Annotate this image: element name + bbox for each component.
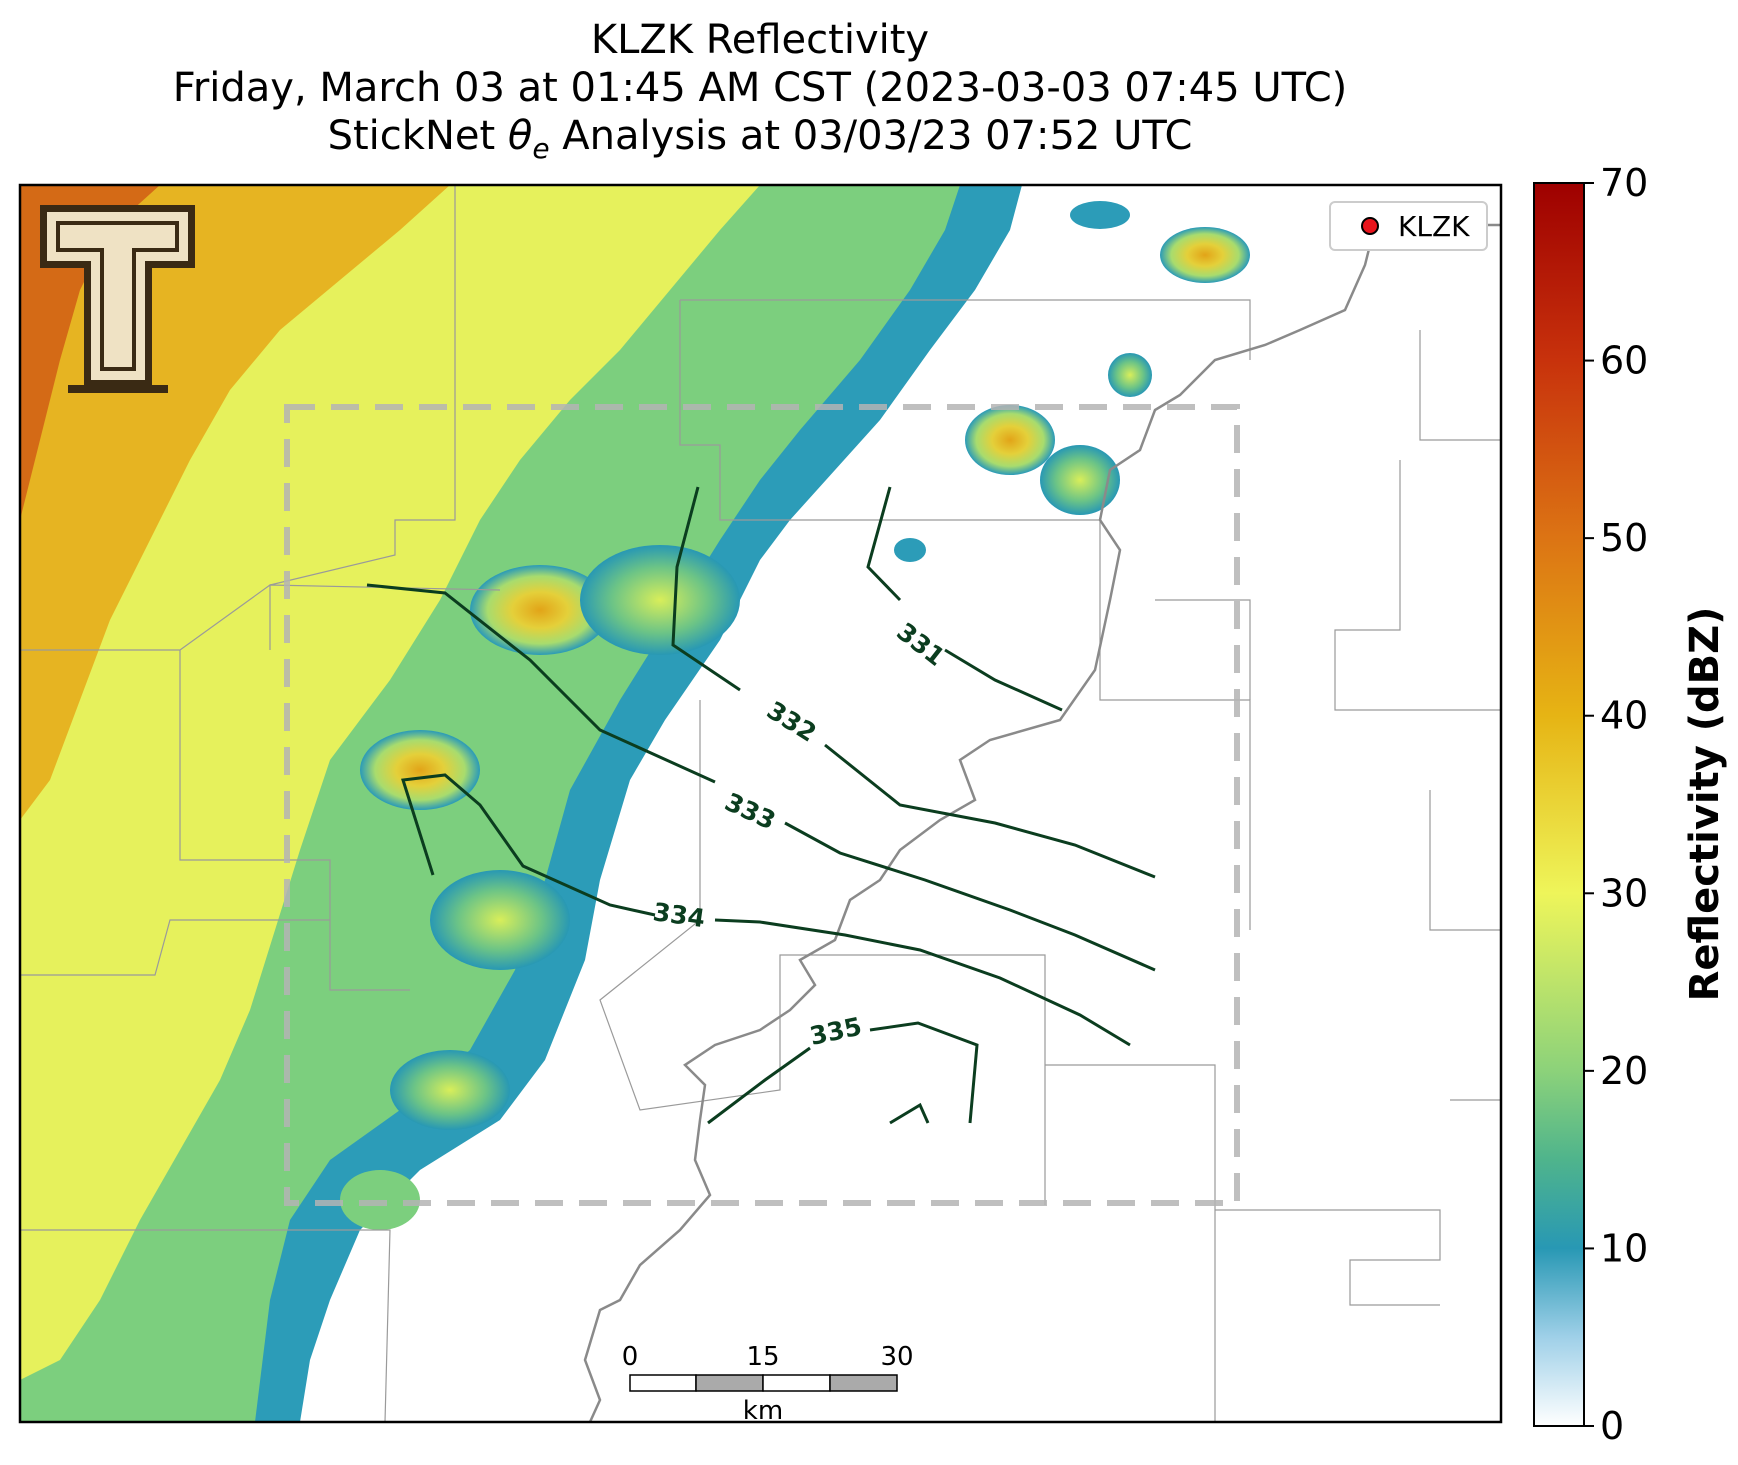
echo-cell [470, 565, 610, 655]
echo-core-red [20, 185, 160, 520]
echo-cell [360, 730, 480, 810]
colorbar-tick-label: 60 [1600, 339, 1648, 383]
colorbar-tick-label: 70 [1600, 161, 1648, 205]
map-subtitle-analysis: StickNet θe Analysis at 03/03/23 07:52 U… [0, 112, 1520, 173]
county-line [1155, 599, 1251, 700]
colorbar-tick-label: 30 [1600, 871, 1648, 915]
legend: KLZK [1329, 201, 1488, 251]
legend-box [1329, 201, 1488, 251]
echo-cell [894, 538, 926, 562]
colorbar-tick-label: 10 [1600, 1226, 1648, 1270]
scale-segment-4 [829, 1374, 898, 1392]
contour-fragment [889, 1102, 930, 1125]
radar-marker-icon [1361, 217, 1379, 235]
texas-tech-double-t-logo: T [40, 205, 195, 393]
colorbar: 0 10 20 30 40 50 60 70 Reflectivity (dBZ) [1533, 161, 1728, 1448]
echo-cell [1108, 353, 1152, 397]
contour-335 [707, 1021, 979, 1125]
logo-fill [47, 212, 188, 380]
echo-cell [1160, 227, 1250, 283]
colorbar-label: Reflectivity (dBZ) [1682, 607, 1728, 1002]
echo-cell [390, 1050, 510, 1130]
county-line [599, 700, 1046, 1205]
scale-segment-2 [695, 1374, 764, 1392]
scale-unit: km [743, 1396, 783, 1426]
scale-tick-15: 15 [746, 1342, 779, 1372]
contour-332 [671, 486, 1156, 879]
scale-tick-0: 0 [622, 1342, 639, 1372]
map-title: KLZK Reflectivity [590, 17, 930, 63]
contour-label-334: 334 [651, 897, 707, 933]
county-line [20, 919, 330, 976]
echo-band-yellow [20, 185, 760, 1380]
county-line [20, 1229, 391, 1422]
contour-331 [866, 486, 1063, 712]
colorbar-tick-label: 20 [1600, 1049, 1648, 1093]
analysis-prefix: StickNet [327, 113, 508, 159]
colorbar-tick-label: 0 [1600, 1404, 1624, 1448]
contour-334 [401, 773, 1131, 1047]
theta-e-contours [366, 486, 1156, 1125]
county-lines [20, 185, 1500, 1422]
map-frame [18, 183, 1503, 1424]
analysis-domain-box [284, 404, 1240, 1206]
echo-cell [965, 405, 1055, 475]
echo-cell [1040, 445, 1120, 515]
analysis-suffix: Analysis at 03/03/23 07:52 UTC [549, 113, 1193, 159]
state-border [583, 223, 1500, 1422]
contour-333 [366, 583, 1156, 972]
echo-cell [580, 545, 740, 655]
colorbar-tick-label: 50 [1600, 516, 1648, 560]
theta-symbol: θ [507, 113, 533, 159]
theta-subscript: e [532, 132, 550, 165]
county-line [179, 650, 410, 991]
scale-segment-3 [762, 1374, 831, 1392]
county-line [1334, 330, 1500, 711]
logo-inner [56, 221, 179, 371]
county-line [679, 299, 1251, 930]
echo-cell [1070, 201, 1130, 229]
colorbar-tick-label: 40 [1600, 694, 1648, 738]
county-line [1429, 790, 1500, 1101]
county-line [1045, 1064, 1441, 1422]
echo-cell [430, 870, 570, 970]
scale-tick-30: 30 [880, 1342, 913, 1372]
colorbar-bar [1533, 182, 1585, 1427]
scale-bar: 0 15 30 km [622, 1342, 914, 1426]
legend-label: KLZK [1398, 210, 1470, 243]
map-subtitle-time: Friday, March 03 at 01:45 AM CST (2023-0… [172, 65, 1348, 111]
scale-segment-1 [629, 1374, 697, 1392]
map-panel: 331 332 333 334 335 T 0 15 30 km [20, 185, 1501, 1426]
colorbar-ticks: 0 10 20 30 40 50 60 70 [1584, 161, 1648, 1448]
